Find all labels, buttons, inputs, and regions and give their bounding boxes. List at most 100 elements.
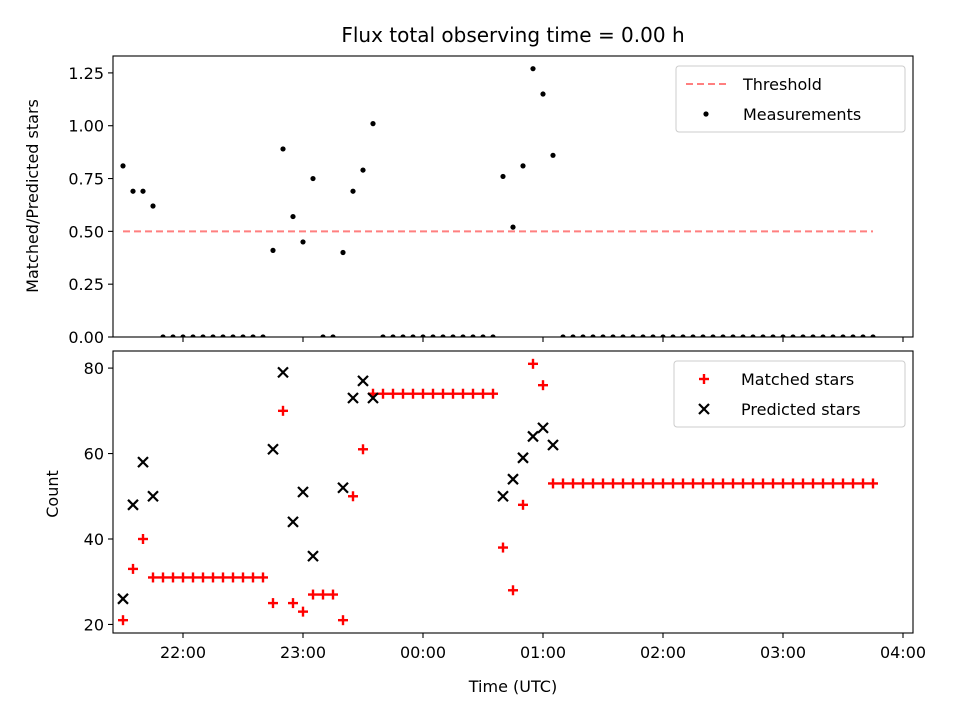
measurement-point: [300, 239, 306, 245]
measurement-point: [560, 334, 566, 337]
measurement-point: [240, 334, 246, 337]
matched-star-point: [628, 478, 638, 489]
predicted-star-point: [357, 375, 369, 387]
matched-star-point: [488, 388, 498, 399]
bottom-xtick-label: 23:00: [280, 643, 326, 662]
measurement-point: [580, 334, 586, 337]
bottom-legend: Matched stars Predicted stars: [673, 360, 906, 428]
matched-star-point: [778, 478, 788, 489]
matched-star-point: [558, 478, 568, 489]
matched-star-point: [358, 444, 368, 455]
bottom-ytick-label: 40: [84, 530, 104, 549]
top-ytick-label: 0.00: [68, 328, 104, 347]
matched-star-point: [528, 358, 538, 369]
measurement-point: [710, 334, 716, 337]
matched-star-point: [618, 478, 628, 489]
measurement-point: [150, 203, 156, 209]
measurement-point: [320, 334, 326, 337]
measurement-point: [550, 152, 556, 158]
matched-star-point: [118, 615, 128, 626]
bottom-ytick-label: 80: [84, 359, 104, 378]
bottom-ylabel: Count: [43, 470, 62, 518]
measurement-point: [740, 334, 746, 337]
top-ytick-label: 0.25: [68, 275, 104, 294]
measurement-point: [220, 334, 226, 337]
matched-star-point: [158, 572, 168, 583]
top-legend-label: Measurements: [743, 105, 861, 124]
measurement-point: [500, 173, 506, 180]
matched-star-point: [548, 478, 558, 489]
matched-star-point: [438, 388, 448, 399]
measurement-point: [650, 334, 656, 337]
matched-star-point: [738, 478, 748, 489]
top-legend: Threshold Measurements: [675, 65, 906, 133]
matched-star-point: [718, 478, 728, 489]
matched-star-point: [578, 478, 588, 489]
measurement-point: [690, 334, 696, 337]
measurement-point: [120, 163, 126, 169]
matched-star-point: [258, 572, 268, 583]
predicted-star-point: [527, 430, 539, 443]
bottom-legend-box: [673, 360, 906, 428]
matched-star-point: [508, 585, 518, 596]
predicted-star-point: [507, 473, 519, 485]
measurement-point: [570, 334, 576, 337]
measurement-point: [830, 334, 836, 337]
matched-star-point: [838, 478, 848, 489]
measurement-point: [850, 334, 856, 337]
matched-star-point: [178, 572, 188, 583]
measurement-point: [410, 334, 416, 337]
matched-star-point: [588, 478, 598, 489]
matched-star-point: [758, 478, 768, 489]
measurement-point: [840, 334, 846, 337]
top-ylabel: Matched/Predicted stars: [23, 99, 42, 293]
matched-star-point: [568, 478, 578, 489]
matched-star-point: [498, 542, 508, 553]
matched-star-point: [818, 478, 828, 489]
matched-star-point: [658, 478, 668, 489]
matched-star-point: [768, 478, 778, 489]
matched-star-point: [668, 478, 678, 489]
matched-star-point: [708, 478, 718, 489]
predicted-star-point: [287, 516, 299, 528]
top-legend-box: [675, 65, 906, 133]
predicted-star-point: [137, 456, 149, 468]
measurement-point: [520, 163, 526, 169]
matched-star-point: [848, 478, 858, 489]
matched-star-point: [798, 478, 808, 489]
matched-star-point: [168, 572, 178, 583]
matched-star-point: [828, 478, 838, 489]
predicted-star-point: [307, 550, 319, 562]
matched-star-point: [278, 405, 288, 416]
measurement-point: [480, 334, 486, 337]
measurement-point: [160, 334, 166, 337]
measurement-point: [270, 247, 276, 253]
matched-star-point: [408, 388, 418, 399]
matched-star-point: [418, 388, 428, 399]
matched-star-point: [538, 380, 548, 391]
matched-star-point: [378, 388, 388, 399]
measurement-point: [370, 121, 376, 127]
bottom-xtick-label: 04:00: [880, 643, 926, 662]
bottom-ytick-label: 60: [84, 445, 104, 464]
bottom-xtick-label: 02:00: [640, 643, 686, 662]
matched-star-point: [338, 615, 348, 626]
measurement-point: [250, 334, 256, 337]
predicted-star-point: [537, 422, 549, 434]
measurement-point: [630, 334, 636, 337]
top-legend-label: Threshold: [742, 75, 822, 94]
measurement-point: [340, 249, 346, 256]
bottom-ytick-label: 20: [84, 615, 104, 634]
predicted-star-point: [297, 486, 309, 498]
matched-star-point: [698, 478, 708, 489]
matched-star-point: [288, 598, 298, 609]
matched-star-point: [388, 388, 398, 399]
measurement-point: [360, 167, 366, 173]
measurement-point: [310, 175, 316, 182]
predicted-star-point: [547, 439, 559, 451]
measurement-point: [430, 334, 436, 337]
matched-star-point: [208, 572, 218, 583]
matched-star-point: [308, 589, 318, 600]
measurement-point: [810, 334, 816, 337]
measurement-point: [470, 334, 476, 337]
